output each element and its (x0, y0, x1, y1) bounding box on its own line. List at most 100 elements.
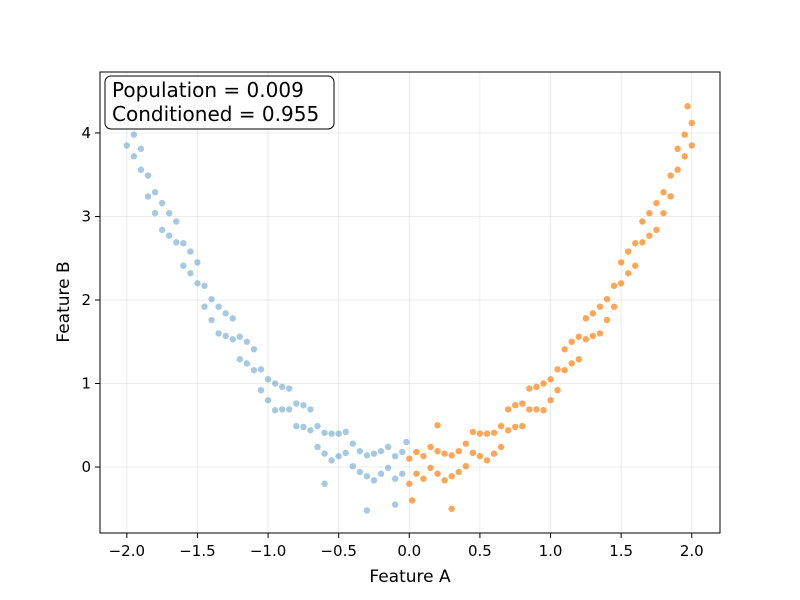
scatter-point (462, 462, 469, 470)
scatter-point (349, 462, 357, 470)
x-tick-label: 0.0 (397, 542, 421, 560)
scatter-point (314, 443, 321, 451)
scatter-point (603, 316, 611, 324)
x-tick-label: −0.5 (320, 542, 356, 560)
scatter-point (434, 422, 441, 429)
scatter-point (278, 406, 286, 413)
scatter-point (307, 427, 314, 434)
scatter-point (144, 193, 152, 200)
scatter-point (151, 209, 159, 217)
scatter-point (540, 407, 547, 414)
scatter-point (314, 422, 321, 430)
scatter-point (399, 470, 406, 477)
scatter-point (589, 310, 597, 317)
scatter-point (434, 447, 441, 455)
scatter-point (403, 438, 410, 446)
scatter-point (639, 239, 646, 246)
scatter-point (321, 429, 328, 436)
scatter-point (321, 480, 328, 487)
scatter-point (533, 383, 540, 391)
series-0 (123, 108, 410, 514)
y-axis-ticks: 0 1 2 3 4 (81, 124, 100, 476)
scatter-point (455, 447, 462, 455)
scatter-point (307, 406, 314, 413)
scatter-point (377, 447, 385, 455)
scatter-point (674, 145, 681, 153)
scatter-point (215, 330, 222, 337)
y-tick-label: 3 (81, 207, 91, 225)
scatter-point (236, 356, 244, 363)
scatter-point (293, 422, 300, 430)
scatter-point (561, 366, 568, 374)
scatter-point (688, 119, 695, 127)
scatter-point (512, 423, 519, 431)
scatter-point (519, 422, 526, 430)
scatter-point (278, 383, 286, 391)
scatter-point (420, 475, 427, 482)
scatter-point (356, 447, 364, 455)
scatter-point (144, 172, 152, 179)
x-tick-label: 1.5 (609, 542, 633, 560)
scatter-point (201, 282, 208, 289)
y-tick-label: 1 (81, 375, 91, 393)
scatter-point (667, 172, 674, 179)
annotation-conditioned: Conditioned = 0.955 (112, 102, 319, 126)
scatter-point (688, 142, 695, 149)
scatter-point (610, 282, 618, 289)
scatter-point (497, 422, 505, 430)
scatter-point (441, 477, 448, 484)
scatter-point (166, 232, 173, 239)
scatter-point (526, 406, 533, 413)
scatter-point (194, 280, 201, 287)
scatter-point (229, 336, 236, 343)
scatter-point (391, 452, 399, 460)
scatter-point (476, 452, 484, 460)
scatter-point (684, 103, 691, 110)
scatter-point (526, 385, 533, 392)
scatter-point (370, 477, 378, 484)
scatter-point (257, 366, 265, 373)
scatter-point (448, 452, 455, 459)
plot-background (100, 72, 720, 533)
scatter-point (408, 497, 416, 504)
scatter-point (363, 473, 371, 480)
scatter-point (271, 380, 279, 387)
scatter-point (660, 189, 667, 196)
scatter-point (264, 376, 272, 383)
scatter-point (554, 366, 561, 373)
scatter-point (377, 470, 385, 477)
scatter-point (448, 473, 455, 480)
scatter-point (173, 218, 180, 225)
scatter-point (681, 131, 688, 138)
scatter-point (610, 303, 618, 310)
scatter-point (187, 248, 194, 255)
scatter-point (512, 402, 519, 409)
scatter-point (335, 430, 342, 437)
scatter-point (462, 440, 469, 447)
scatter-point (328, 430, 335, 437)
scatter-point (194, 259, 201, 266)
scatter-point (391, 475, 399, 482)
scatter-point (391, 501, 399, 508)
scatter-point (180, 262, 187, 269)
scatter-point (222, 332, 229, 340)
scatter-point (483, 430, 491, 437)
scatter-point (399, 448, 406, 456)
scatter-point (476, 430, 484, 437)
scatter-point (540, 380, 547, 387)
scatter-point (490, 429, 498, 436)
scatter-point (667, 193, 674, 200)
x-tick-label: 1.0 (539, 542, 563, 560)
scatter-point (215, 303, 222, 310)
scatter-point (575, 356, 582, 363)
scatter-point (229, 315, 236, 322)
scatter-point (130, 131, 138, 138)
scatter-point (519, 400, 526, 407)
x-tick-label: −2.0 (109, 542, 145, 560)
scatter-point (596, 303, 604, 310)
scatter-point (201, 303, 208, 310)
scatter-point (504, 406, 512, 413)
plot-frame (99, 71, 721, 534)
scatter-point (589, 332, 597, 340)
scatter-point (674, 166, 681, 173)
